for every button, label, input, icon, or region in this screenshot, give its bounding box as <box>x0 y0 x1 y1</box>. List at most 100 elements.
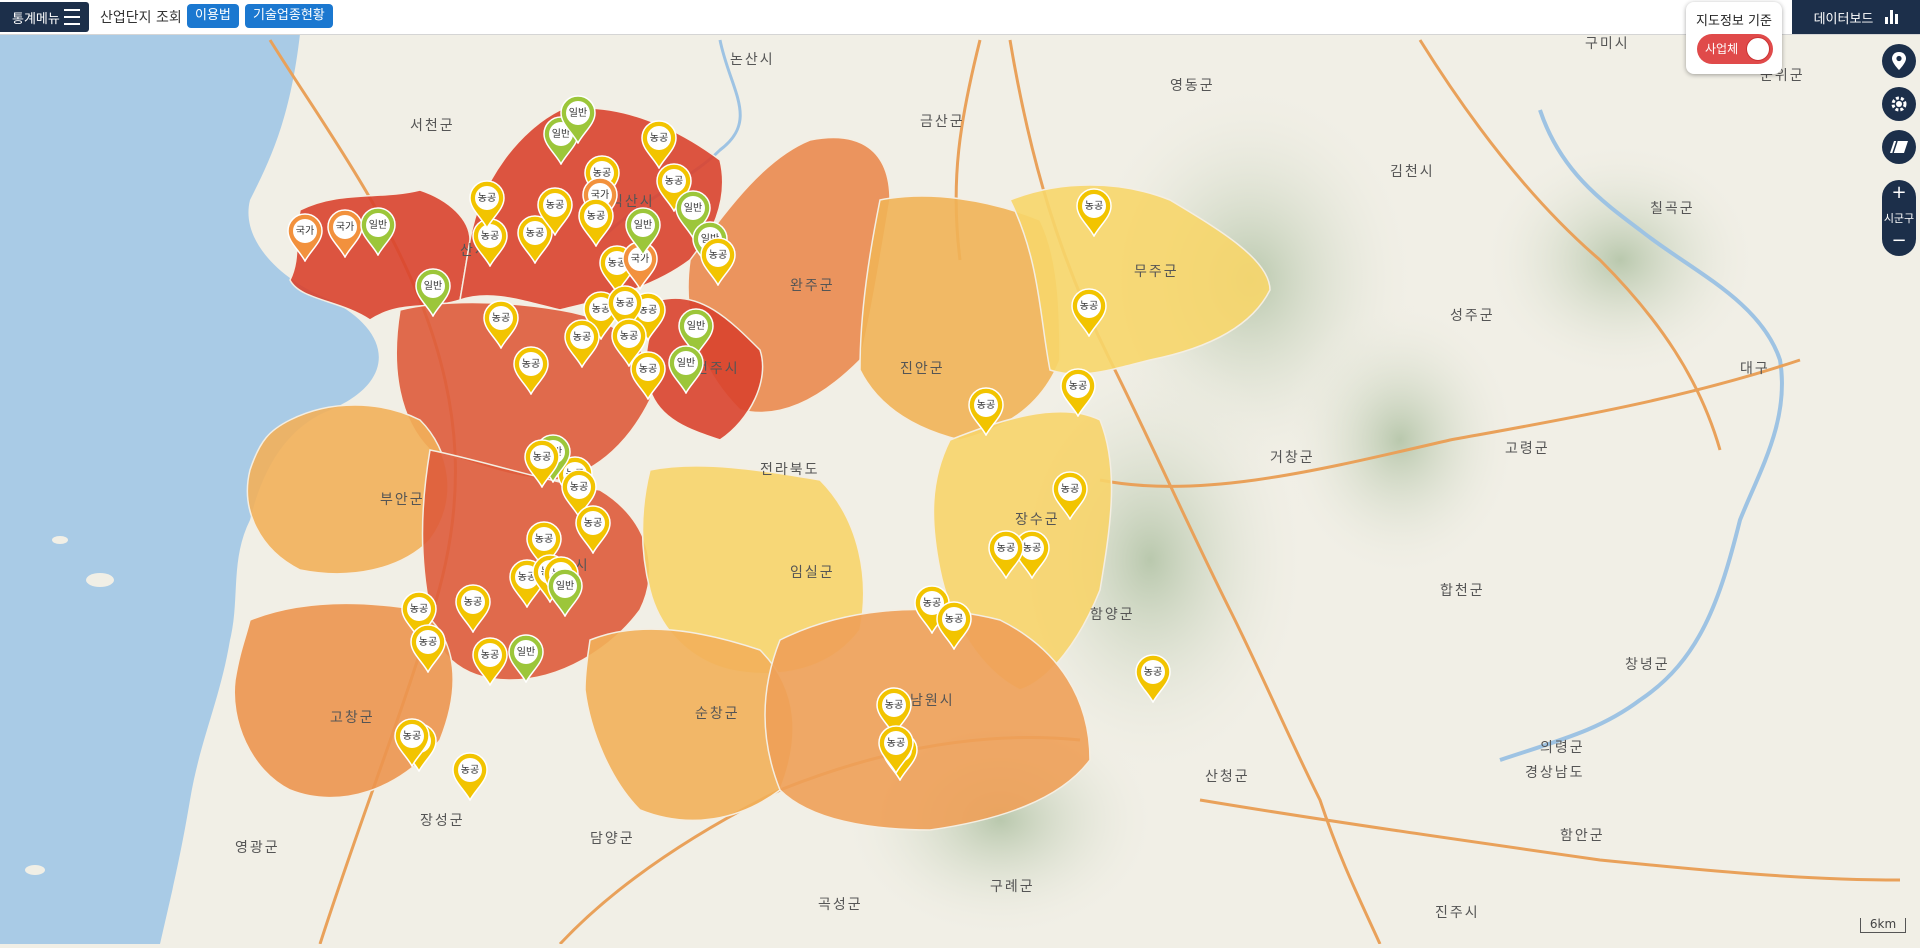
complex-marker-agri[interactable]: 농공 <box>1058 367 1098 417</box>
map-pin-icon <box>327 209 363 258</box>
complex-marker-general[interactable]: 일반 <box>623 206 663 256</box>
map-pin-icon <box>876 687 912 736</box>
complex-marker-agri[interactable]: 농공 <box>576 197 616 247</box>
complex-marker-agri[interactable]: 농공 <box>654 162 694 212</box>
usage-guide-button[interactable]: 이용법 <box>187 4 239 28</box>
complex-marker-general[interactable]: 일반 <box>545 567 585 617</box>
complex-type-label: 농공 <box>477 193 497 204</box>
complex-marker-agri[interactable]: 농공 <box>559 468 599 518</box>
complex-marker-agri[interactable]: 농공 <box>515 214 555 264</box>
complex-marker-agri[interactable]: 농공 <box>399 590 439 640</box>
complex-type-label: 농공 <box>517 572 537 583</box>
hamburger-icon <box>64 9 80 25</box>
complex-marker-agri[interactable]: 농공 <box>467 179 507 229</box>
label-buan: 부안군 <box>380 492 425 508</box>
label-yeongdong: 영동군 <box>1170 78 1215 94</box>
complex-marker-agri[interactable]: 농공 <box>609 317 649 367</box>
business-toggle[interactable]: 사업체 <box>1697 34 1773 64</box>
eraser-icon <box>1890 140 1908 154</box>
map-canvas[interactable]: 서천군 산시 익산시 완주군 전주시 진안군 무주군 부안군 정읍시 임실군 장… <box>0 34 1920 946</box>
complex-marker-agri[interactable]: 농공 <box>573 504 613 554</box>
map-pin-icon <box>394 718 430 767</box>
location-pin-button[interactable] <box>1882 44 1916 78</box>
complex-marker-general[interactable]: 일반 <box>676 307 716 357</box>
complex-type-label: 농공 <box>569 482 589 493</box>
complex-marker-agri[interactable]: 농공 <box>1074 187 1114 237</box>
complex-marker-general[interactable]: 일반 <box>358 206 398 256</box>
complex-marker-agri[interactable]: 농공 <box>874 686 914 736</box>
complex-marker-agri[interactable]: 농공 <box>639 119 679 169</box>
complex-marker-agri[interactable]: 농공 <box>1069 287 1109 337</box>
complex-type-label: 농공 <box>615 298 635 309</box>
complex-marker-agri[interactable]: 농공 <box>876 724 916 774</box>
complex-type-label: 국가 <box>295 226 315 237</box>
complex-marker-agri[interactable]: 농공 <box>408 623 448 673</box>
complex-marker-agri[interactable]: 농공 <box>628 350 668 400</box>
complex-marker-general[interactable]: 일반 <box>413 267 453 317</box>
complex-marker-agri[interactable]: 농공 <box>934 600 974 650</box>
settings-button[interactable] <box>1882 87 1916 121</box>
complex-marker-agri[interactable]: 농공 <box>605 284 645 334</box>
label-seocheon: 서천군 <box>410 118 455 134</box>
map-pin-icon <box>611 318 647 367</box>
map-pin-icon <box>914 585 950 634</box>
eraser-button[interactable] <box>1882 130 1916 164</box>
map-pin-icon <box>1060 368 1096 417</box>
map-pin-icon <box>452 752 488 801</box>
complex-marker-general[interactable]: 일반 <box>558 94 598 144</box>
complex-marker-agri[interactable]: 농공 <box>1133 653 1173 703</box>
label-hamyang: 함양군 <box>1090 607 1135 623</box>
map-pin-icon <box>678 308 714 357</box>
label-jinju: 진주시 <box>1435 905 1480 921</box>
tech-industry-status-button[interactable]: 기술업종현황 <box>245 4 333 28</box>
complex-marker-general[interactable]: 일반 <box>506 633 546 683</box>
complex-marker-agri[interactable]: 농공 <box>1050 470 1090 520</box>
complex-type-label: 농공 <box>1022 543 1042 554</box>
label-sancheong: 산청군 <box>1205 769 1250 785</box>
complex-marker-national[interactable]: 국가 <box>620 240 660 290</box>
complex-type-label: 일반 <box>568 108 588 119</box>
complex-type-label: 일반 <box>555 581 575 592</box>
label-changnyeong: 창녕군 <box>1625 657 1670 673</box>
page-title: 산업단지 조회 <box>100 10 182 26</box>
complex-marker-agri[interactable]: 농공 <box>470 636 510 686</box>
complex-marker-agri[interactable]: 농공 <box>522 438 562 488</box>
complex-marker-agri[interactable]: 농공 <box>511 345 551 395</box>
complex-type-label: 농공 <box>592 168 612 179</box>
zoom-in-button[interactable]: + <box>1891 182 1907 203</box>
label-geumsan: 금산군 <box>920 114 965 130</box>
complex-marker-agri[interactable]: 농공 <box>966 386 1006 436</box>
map-pin-icon <box>668 345 704 394</box>
complex-marker-agri[interactable]: 농공 <box>698 236 738 286</box>
map-pin-icon <box>656 163 692 212</box>
complex-marker-national[interactable]: 국가 <box>325 208 365 258</box>
map-pin-icon <box>968 387 1004 436</box>
complex-marker-agri[interactable]: 농공 <box>470 217 510 267</box>
business-toggle-label: 사업체 <box>1705 42 1739 56</box>
complex-type-label: 일반 <box>633 220 653 231</box>
stats-menu-button[interactable]: 통계메뉴 <box>0 2 89 32</box>
complex-marker-agri[interactable]: 농공 <box>481 299 521 349</box>
complex-marker-agri[interactable]: 농공 <box>524 520 564 570</box>
complex-marker-agri[interactable]: 농공 <box>392 717 432 767</box>
zoom-out-button[interactable]: − <box>1891 230 1907 251</box>
complex-marker-general[interactable]: 일반 <box>666 344 706 394</box>
map-pin-icon <box>1052 471 1088 520</box>
complex-type-label: 농공 <box>1143 667 1163 678</box>
complex-marker-agri[interactable]: 농공 <box>450 751 490 801</box>
complex-type-label: 농공 <box>886 738 906 749</box>
map-pin-icon <box>564 319 600 368</box>
complex-marker-agri[interactable]: 농공 <box>986 529 1026 579</box>
complex-marker-national[interactable]: 국가 <box>285 212 325 262</box>
complex-marker-agri[interactable]: 농공 <box>535 186 575 236</box>
complex-marker-agri[interactable]: 농공 <box>453 583 493 633</box>
map-pin-icon <box>625 207 661 256</box>
label-gumi: 구미시 <box>1585 36 1630 52</box>
complex-marker-agri[interactable]: 농공 <box>912 584 952 634</box>
complex-marker-general[interactable]: 일반 <box>673 189 713 239</box>
label-gyeongnam: 경상남도 <box>1525 765 1585 781</box>
complex-marker-agri[interactable]: 농공 <box>562 318 602 368</box>
data-dashboard-button[interactable]: 데이터보드 <box>1792 0 1920 34</box>
complex-type-label: 일반 <box>676 358 696 369</box>
complex-type-label: 농공 <box>409 604 429 615</box>
